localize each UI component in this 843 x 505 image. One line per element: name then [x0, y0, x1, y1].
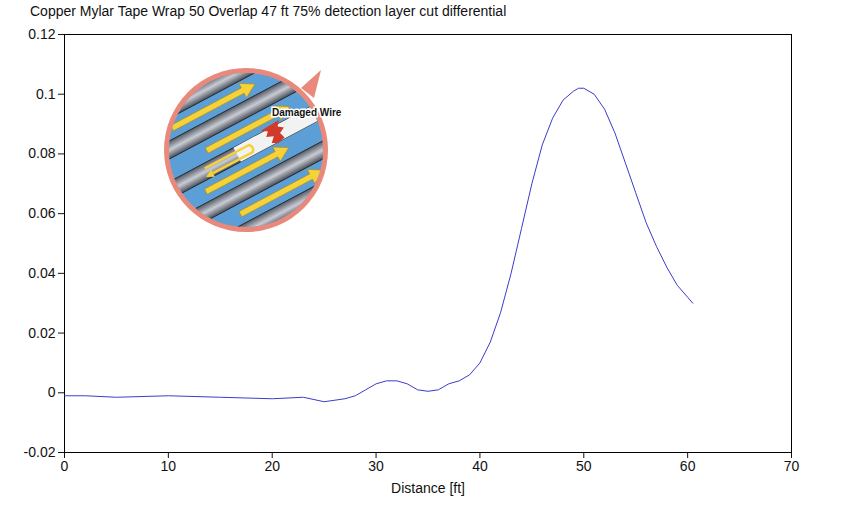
svg-text:0.06: 0.06: [28, 205, 55, 221]
html-text:Copper Mylar Tape Wrap 50 Over: Copper Mylar Tape Wrap 50 Overlap 47 ft …: [30, 3, 507, 19]
svg-text:0.02: 0.02: [28, 325, 55, 341]
svg-text:0.1: 0.1: [36, 86, 56, 102]
svg-text:-0.02: -0.02: [24, 444, 56, 460]
svg-text:50: 50: [576, 458, 592, 474]
svg-text:0: 0: [61, 458, 69, 474]
svg-text:40: 40: [472, 458, 488, 474]
svg-text:60: 60: [680, 458, 696, 474]
svg-text:30: 30: [368, 458, 384, 474]
svg-text:0.08: 0.08: [28, 145, 55, 161]
svg-text:20: 20: [264, 458, 280, 474]
svg-text:0.04: 0.04: [28, 265, 55, 281]
svg-text:Damaged Wire: Damaged Wire: [272, 107, 342, 118]
svg-text:0.12: 0.12: [28, 26, 55, 42]
svg-text:10: 10: [161, 458, 177, 474]
svg-text:Distance [ft]: Distance [ft]: [391, 480, 465, 496]
svg-text:0: 0: [48, 384, 56, 400]
svg-text:70: 70: [784, 458, 800, 474]
